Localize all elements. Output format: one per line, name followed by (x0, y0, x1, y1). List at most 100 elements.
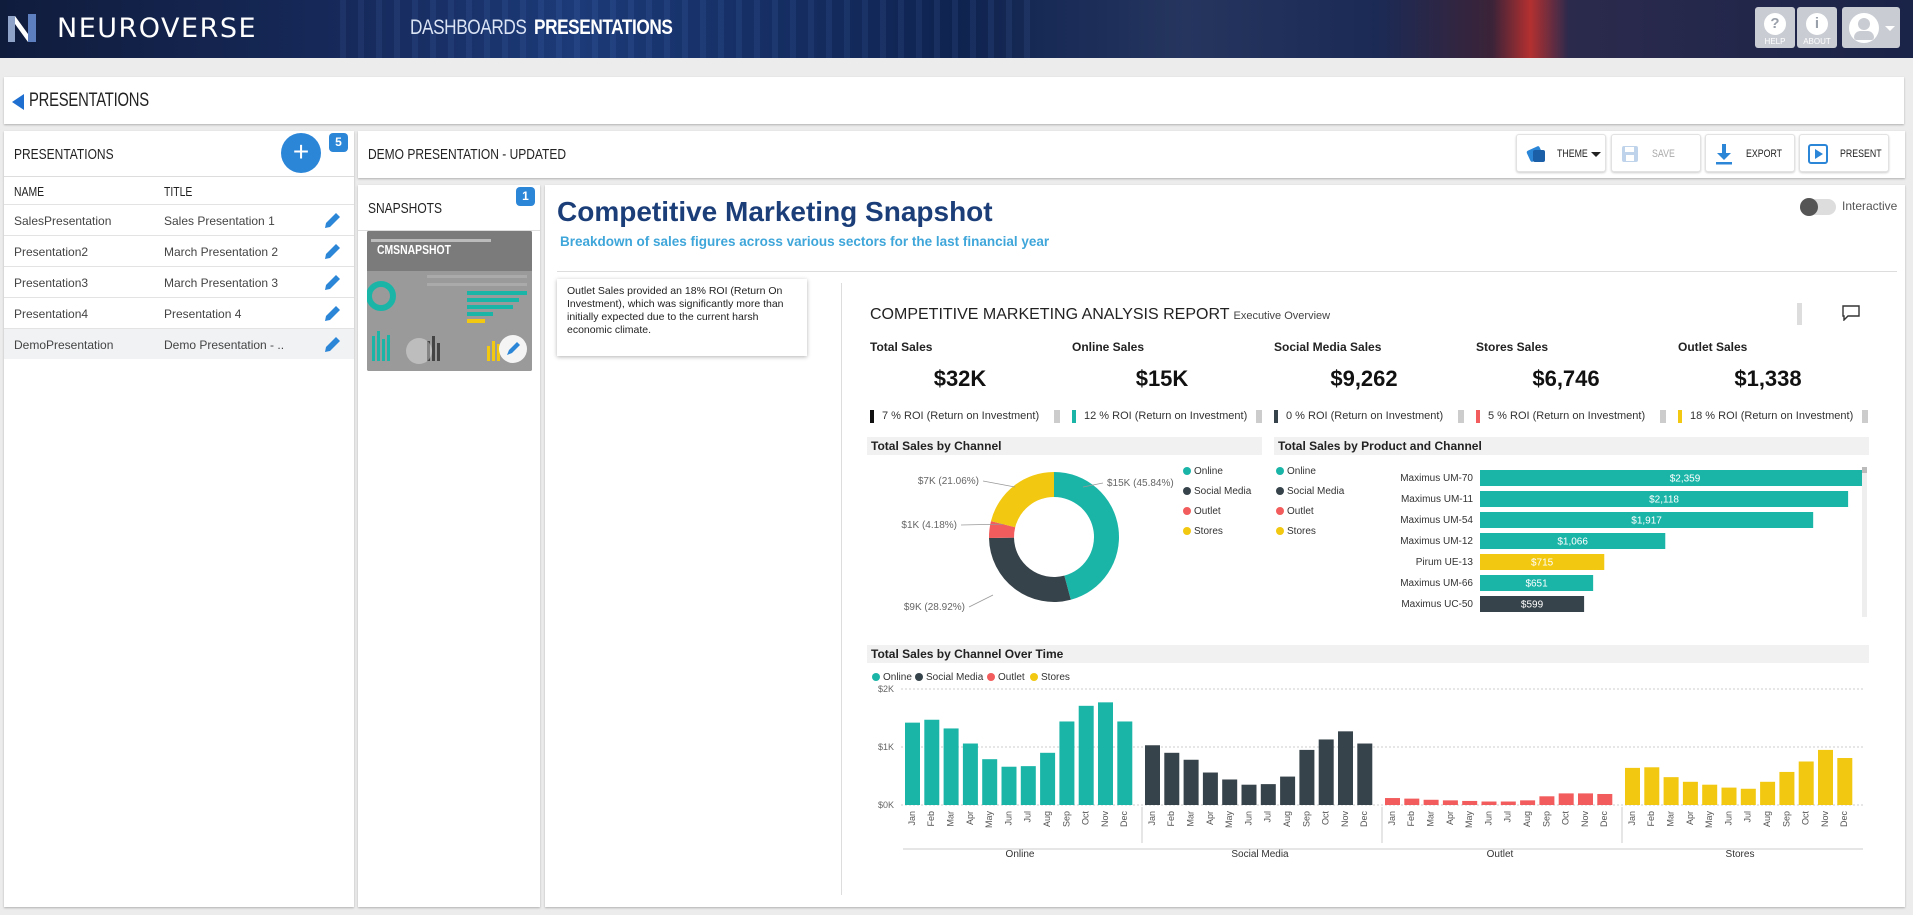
time-bar[interactable] (1020, 766, 1036, 805)
time-bar[interactable] (905, 722, 920, 805)
legend-item[interactable]: Social Media (1183, 486, 1251, 497)
legend-item[interactable]: Online (1183, 466, 1223, 477)
presentation-row[interactable]: SalesPresentation Sales Presentation 1 (4, 204, 354, 235)
time-bar[interactable] (1280, 776, 1296, 805)
legend-item[interactable]: Outlet (1276, 506, 1314, 517)
time-bar[interactable] (1481, 801, 1497, 805)
time-bar[interactable] (1423, 799, 1439, 805)
time-bar[interactable] (1798, 761, 1814, 806)
legend-item[interactable]: Outlet (987, 672, 1025, 683)
nav-presentations[interactable]: PRESENTATIONS (534, 16, 673, 39)
presentation-row[interactable]: Presentation4 Presentation 4 (4, 297, 354, 328)
slide-note[interactable]: Outlet Sales provided an 18% ROI (Return… (557, 279, 807, 356)
time-bar[interactable] (1117, 721, 1133, 805)
presentation-row[interactable]: Presentation3 March Presentation 3 (4, 266, 354, 297)
legend-item[interactable]: Online (1276, 466, 1316, 477)
time-bar[interactable] (1001, 766, 1017, 805)
edit-pencil-icon[interactable] (322, 242, 344, 262)
product-bar[interactable] (1480, 512, 1814, 528)
donut-chart[interactable]: $15K (45.84%) $9K (28.92%) $1K (4.18%) $7K … (867, 457, 1262, 617)
time-bar[interactable] (1625, 767, 1640, 805)
donut-slice[interactable] (989, 521, 1016, 538)
time-bar[interactable] (1078, 705, 1094, 805)
time-bar[interactable] (1183, 759, 1199, 805)
time-bar[interactable] (1818, 749, 1833, 805)
time-bar[interactable] (1539, 796, 1555, 805)
time-bar[interactable] (1500, 801, 1516, 805)
edit-pencil-icon[interactable] (322, 304, 344, 324)
time-bar[interactable] (1385, 798, 1400, 805)
theme-button[interactable]: THEME (1516, 134, 1606, 172)
time-bar[interactable] (1241, 784, 1257, 805)
time-bar[interactable] (1164, 752, 1180, 805)
legend-item[interactable]: Stores (1030, 672, 1070, 683)
product-bar[interactable] (1480, 491, 1849, 507)
product-bar[interactable] (1480, 554, 1605, 570)
export-button[interactable]: EXPORT (1705, 134, 1795, 172)
time-bar[interactable] (1558, 793, 1574, 805)
product-bar[interactable] (1480, 575, 1594, 591)
time-bar[interactable] (1721, 787, 1737, 805)
save-button[interactable]: SAVE (1611, 134, 1701, 172)
time-bar[interactable] (1760, 781, 1776, 805)
time-bar[interactable] (1779, 771, 1795, 805)
legend-item[interactable]: Outlet (1183, 506, 1221, 517)
time-bar[interactable] (1442, 800, 1458, 805)
time-bar[interactable] (1644, 767, 1660, 805)
chart-scrollbar[interactable] (1862, 467, 1867, 617)
product-bar[interactable] (1480, 533, 1666, 549)
edit-pencil-icon[interactable] (322, 273, 344, 293)
add-presentation-button[interactable]: + (281, 133, 321, 173)
time-bar[interactable] (1040, 752, 1056, 805)
time-bar[interactable] (943, 728, 959, 805)
donut-slice[interactable] (989, 537, 1071, 602)
product-bar[interactable] (1480, 470, 1865, 486)
about-button[interactable]: i ABOUT (1797, 7, 1837, 48)
time-series-chart[interactable]: $2K $1K $0K Jan Feb Mar Apr May Jun Jul Aug Sep Oct N… (863, 679, 1873, 894)
column-header-title[interactable]: TITLE (164, 184, 193, 199)
present-button[interactable]: PRESENT (1799, 134, 1889, 172)
time-bar[interactable] (1663, 777, 1679, 805)
time-bar[interactable] (1338, 731, 1353, 805)
product-bar[interactable] (1480, 596, 1585, 612)
time-bar[interactable] (1260, 784, 1276, 805)
time-bar[interactable] (1462, 800, 1478, 805)
time-bar[interactable] (1578, 793, 1593, 805)
time-bar[interactable] (1222, 779, 1238, 805)
donut-slice[interactable] (990, 472, 1054, 528)
snapshot-thumbnail[interactable]: CMSNAPSHOT (367, 231, 532, 371)
user-menu-button[interactable] (1842, 7, 1900, 48)
time-bar[interactable] (962, 743, 978, 805)
help-button[interactable]: ? HELP (1755, 7, 1795, 48)
time-bar[interactable] (1702, 784, 1718, 805)
time-bar[interactable] (1740, 788, 1756, 805)
product-bar-chart[interactable]: Maximus UM-70 $2,359 Maximus UM-11 $2,118 Ma… (1345, 468, 1865, 616)
legend-item[interactable]: Online (872, 672, 912, 683)
time-bar[interactable] (1299, 749, 1315, 805)
time-bar[interactable] (982, 759, 998, 805)
time-bar[interactable] (1318, 739, 1334, 805)
time-bar[interactable] (1059, 721, 1075, 805)
interactive-toggle[interactable] (1800, 198, 1836, 216)
edit-pencil-icon[interactable] (322, 211, 344, 231)
time-bar[interactable] (1837, 758, 1853, 805)
presentation-row[interactable]: DemoPresentation Demo Presentation - ... (4, 328, 354, 359)
time-bar[interactable] (1145, 745, 1160, 805)
comment-icon[interactable] (1842, 305, 1860, 321)
legend-item[interactable]: Social Media (915, 672, 983, 683)
time-bar[interactable] (1202, 772, 1218, 805)
legend-item[interactable]: Social Media (1276, 486, 1344, 497)
time-bar[interactable] (1404, 798, 1420, 805)
time-bar[interactable] (1520, 800, 1536, 805)
presentation-row[interactable]: Presentation2 March Presentation 2 (4, 235, 354, 266)
nav-dashboards[interactable]: DASHBOARDS (410, 16, 527, 39)
time-bar[interactable] (924, 719, 940, 805)
time-bar[interactable] (1597, 793, 1613, 805)
column-header-name[interactable]: NAME (14, 184, 45, 199)
edit-pencil-icon[interactable] (322, 335, 344, 355)
time-bar[interactable] (1357, 743, 1373, 805)
chart-scrollbar-thumb[interactable] (1862, 467, 1867, 473)
donut-slice[interactable] (1054, 472, 1119, 600)
time-bar[interactable] (1098, 702, 1113, 805)
back-arrow-icon[interactable] (12, 94, 24, 110)
